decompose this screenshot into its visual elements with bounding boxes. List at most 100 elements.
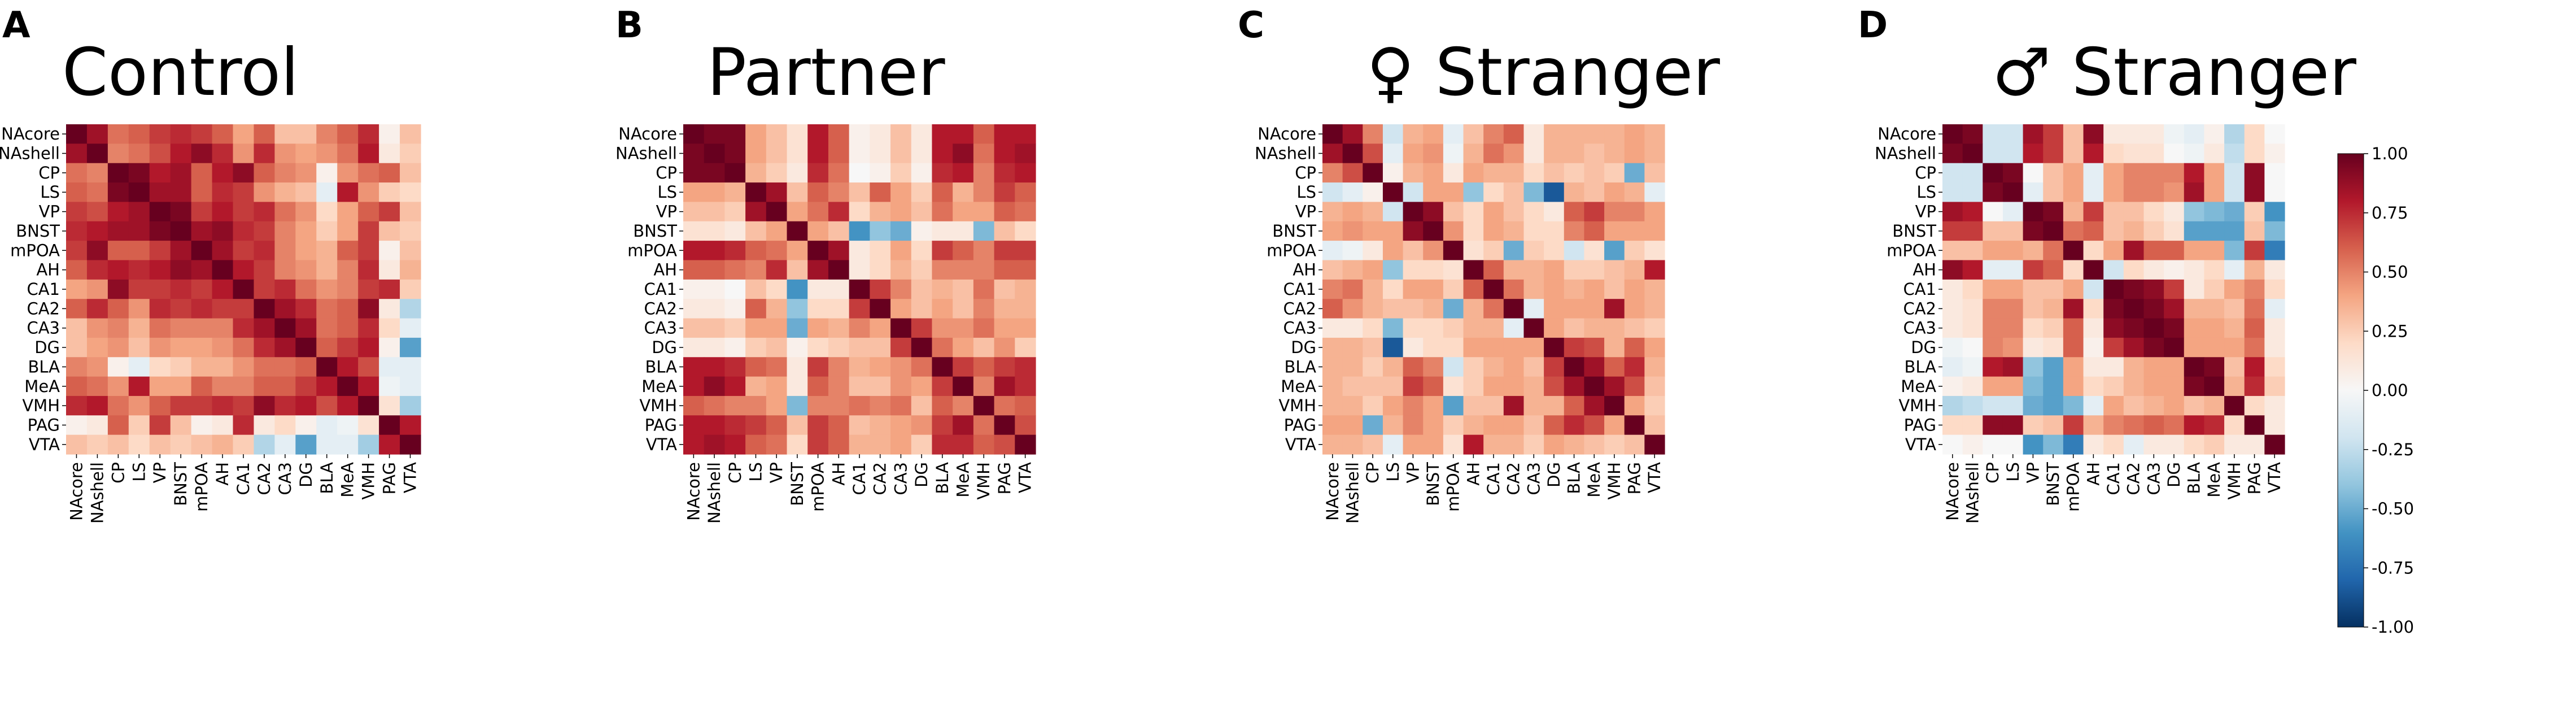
heatmap-cell (1962, 260, 1983, 280)
column-label: MeA (338, 462, 357, 498)
heatmap-cell (1584, 163, 1605, 183)
heatmap-cell (66, 434, 88, 455)
heatmap-cell (1363, 202, 1383, 222)
heatmap-cell (2143, 357, 2164, 377)
heatmap-cell (212, 202, 234, 222)
heatmap-cell (191, 318, 213, 338)
heatmap-cell (2264, 221, 2285, 241)
heatmap-cell (1983, 337, 2003, 358)
heatmap-cell (807, 221, 829, 241)
row-label: NAshell (615, 144, 677, 163)
heatmap-cell (274, 337, 296, 358)
heatmap-cell (1523, 143, 1544, 164)
heatmap-cell (1564, 299, 1585, 319)
heatmap-cell (233, 241, 255, 261)
heatmap-cell (295, 376, 317, 397)
heatmap-cell (170, 241, 192, 261)
heatmap-cell (1544, 124, 1565, 144)
heatmap-cell (2224, 182, 2245, 203)
heatmap-cell (890, 241, 912, 261)
heatmap-cell (2023, 337, 2044, 358)
heatmap-cell (1962, 299, 1983, 319)
heatmap-cell (1503, 395, 1525, 416)
heatmap-cell (2083, 376, 2104, 397)
heatmap-cell (1644, 357, 1665, 377)
heatmap-cell (1544, 260, 1565, 280)
heatmap-cell (149, 163, 171, 183)
heatmap-cell (1015, 299, 1036, 319)
heatmap-cell (766, 124, 788, 144)
heatmap-cell (212, 299, 234, 319)
heatmap-cell (274, 202, 296, 222)
heatmap-cell (870, 163, 891, 183)
heatmap-cell (400, 260, 421, 280)
heatmap-cell (953, 357, 974, 377)
heatmap-cell (149, 376, 171, 397)
heatmap-cell (2083, 182, 2104, 203)
column-label: MeA (1584, 462, 1604, 498)
heatmap-cell (2244, 299, 2265, 319)
row-label: AH (653, 260, 677, 280)
heatmap-cell (2264, 163, 2285, 183)
heatmap-cell (107, 415, 129, 436)
heatmap-cell (973, 434, 995, 455)
heatmap-cell (1983, 163, 2003, 183)
heatmap-cell (358, 241, 379, 261)
heatmap-cell (337, 318, 359, 338)
heatmap-cell (1604, 241, 1625, 261)
heatmap-cell (1983, 434, 2003, 455)
column-label: BLA (1565, 462, 1584, 494)
row-label: PAG (28, 415, 60, 434)
heatmap-cell (358, 143, 379, 164)
heatmap-cell (994, 415, 1015, 436)
heatmap-cell (849, 318, 870, 338)
heatmap-cell (2002, 299, 2024, 319)
heatmap-cell (1584, 337, 1605, 358)
heatmap-cell (1363, 318, 1383, 338)
heatmap-cell (233, 163, 255, 183)
heatmap-cell (86, 279, 108, 299)
column-label: VTA (1016, 462, 1035, 493)
heatmap-cell (807, 279, 829, 299)
heatmap-cell (2164, 357, 2185, 377)
heatmap-cell (1544, 395, 1565, 416)
heatmap-cell (2164, 279, 2185, 299)
heatmap-cell (745, 434, 767, 455)
column-label: CA2 (1504, 462, 1523, 495)
heatmap-cell (2123, 241, 2145, 261)
heatmap-cell (2123, 202, 2145, 222)
heatmap-cell (1942, 318, 1963, 338)
heatmap-cell (86, 260, 108, 280)
heatmap-cell (2063, 163, 2084, 183)
heatmap-cell (870, 357, 891, 377)
heatmap-cell (170, 124, 192, 144)
heatmap-cell (191, 337, 213, 358)
heatmap-cell (2043, 415, 2064, 436)
heatmap-cell (745, 318, 767, 338)
column-label: CA2 (871, 462, 890, 495)
heatmap-cell (849, 299, 870, 319)
heatmap-cell (724, 221, 746, 241)
heatmap-cell (86, 241, 108, 261)
heatmap-cell (2244, 163, 2265, 183)
colorbar-gradient (2338, 154, 2364, 627)
heatmap-cell (890, 299, 912, 319)
heatmap-cell (316, 202, 338, 222)
heatmap-cell (233, 434, 255, 455)
heatmap-cell (2184, 163, 2205, 183)
heatmap-cell (170, 260, 192, 280)
heatmap-cell (295, 395, 317, 416)
row-label: LS (1296, 182, 1316, 202)
row-label: CA2 (1903, 299, 1936, 318)
heatmap-cell (86, 299, 108, 319)
column-label: NAcore (1943, 462, 1962, 521)
heatmap-cell (1483, 202, 1504, 222)
heatmap-cell (807, 202, 829, 222)
heatmap-cell (66, 357, 88, 377)
heatmap-cell (2063, 202, 2084, 222)
row-label: mPOA (627, 241, 677, 260)
heatmap-cell (1523, 124, 1544, 144)
heatmap-cell (1983, 415, 2003, 436)
heatmap-cell (787, 415, 808, 436)
heatmap-cell (870, 182, 891, 203)
